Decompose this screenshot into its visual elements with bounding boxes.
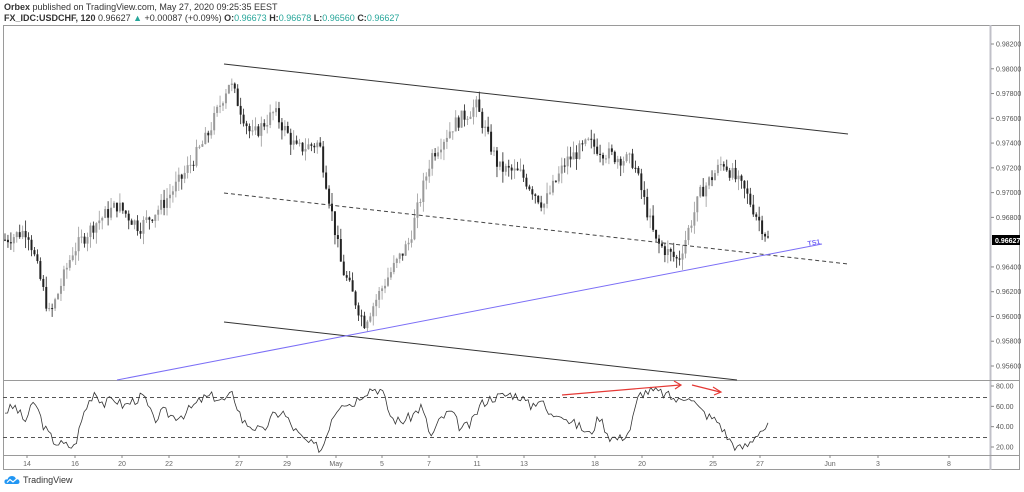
publish-info: Orbex published on TradingView.com, May … — [4, 2, 278, 12]
osc-label: 80.00 — [996, 384, 1014, 391]
time-label: 18 — [591, 461, 599, 468]
osc-label: 20.00 — [996, 445, 1014, 452]
time-label: 7 — [427, 461, 431, 468]
price-label: 0.95600 — [996, 364, 1021, 371]
time-label: 11 — [473, 461, 480, 468]
tradingview-cloud-icon — [4, 476, 20, 484]
divergence-arrows[interactable] — [561, 380, 723, 396]
time-label: 3 — [876, 461, 880, 468]
price-label: 0.95800 — [996, 339, 1021, 346]
time-label: 25 — [709, 461, 717, 468]
price-change: +0.00087 (+0.09%) — [144, 13, 222, 23]
last-price: 0.96627 — [98, 13, 131, 23]
brand-name: TradingView — [23, 475, 73, 485]
osc-label: 60.00 — [996, 404, 1014, 411]
time-label: 13 — [520, 461, 528, 468]
up-triangle-icon: ▲ — [133, 13, 143, 23]
price-label: 0.98200 — [996, 42, 1021, 49]
price-label: 0.97400 — [996, 141, 1021, 148]
close-label: C: — [357, 13, 367, 23]
symbol-info: FX_IDC:USDCHF, 120 0.96627 ▲ +0.00087 (+… — [4, 13, 399, 23]
time-label: 29 — [283, 461, 291, 468]
open-label: O: — [224, 13, 235, 23]
time-label: Jun — [824, 461, 835, 468]
time-label: 5 — [380, 461, 384, 468]
oscillator-axis[interactable]: 80.00 60.00 40.00 20.00 — [991, 384, 1014, 452]
time-label: May — [329, 461, 343, 468]
divergence-arrow-2[interactable] — [691, 384, 721, 393]
time-label: 16 — [71, 461, 79, 468]
oscillator-line — [4, 386, 769, 454]
time-label: 8 — [947, 461, 951, 468]
time-label: 27 — [235, 461, 243, 468]
osc-label: 40.00 — [996, 424, 1014, 431]
time-axis[interactable]: 14 16 20 22 27 29 May 5 7 11 13 18 20 25 27 Jun 3 8 — [23, 455, 951, 468]
close-value: 0.96627 — [366, 13, 400, 23]
low-label: L: — [313, 13, 323, 23]
high-label: H: — [269, 13, 279, 23]
price-label: 0.97000 — [996, 190, 1021, 197]
ts1-label: TS1 — [807, 239, 821, 248]
price-label: 0.97600 — [996, 116, 1021, 123]
current-price-value: 0.96627 — [995, 238, 1020, 245]
price-axis[interactable]: 0.98200 0.98000 0.97800 0.97600 0.97400 0.972… — [991, 42, 1021, 371]
time-label: 20 — [118, 461, 126, 468]
price-label: 0.97800 — [996, 91, 1021, 98]
symbol-name: FX_IDC:USDCHF, 120 — [4, 13, 96, 23]
price-label: 0.96800 — [996, 215, 1021, 222]
publisher-name: Orbex — [4, 2, 31, 12]
price-label: 0.96200 — [996, 289, 1021, 296]
lower-channel-line[interactable] — [223, 321, 738, 381]
published-text: published on TradingView.com, May 27, 20… — [30, 2, 278, 12]
chart-frame — [3, 25, 1020, 470]
low-value: 0.96560 — [322, 13, 355, 23]
price-label: 0.96400 — [996, 264, 1021, 271]
arrow-head-icon — [673, 380, 683, 390]
mid-channel-line[interactable] — [223, 192, 849, 265]
price-label: 0.97200 — [996, 165, 1021, 172]
arrow-head-icon — [712, 386, 723, 396]
time-label: 20 — [638, 461, 646, 468]
open-value: 0.96673 — [234, 13, 267, 23]
divergence-arrow-1[interactable] — [561, 384, 681, 396]
current-price-tag — [992, 235, 1020, 245]
time-label: 14 — [23, 461, 31, 468]
footer-brand[interactable]: TradingView — [4, 475, 73, 485]
high-value: 0.96678 — [278, 13, 312, 23]
time-label: 22 — [165, 461, 173, 468]
candlestick-series — [4, 78, 769, 332]
price-label: 0.98000 — [996, 66, 1021, 73]
ts1-trendline[interactable] — [116, 243, 823, 381]
upper-channel-line[interactable] — [223, 63, 849, 135]
price-label: 0.96000 — [996, 314, 1021, 321]
time-label: 27 — [756, 461, 764, 468]
